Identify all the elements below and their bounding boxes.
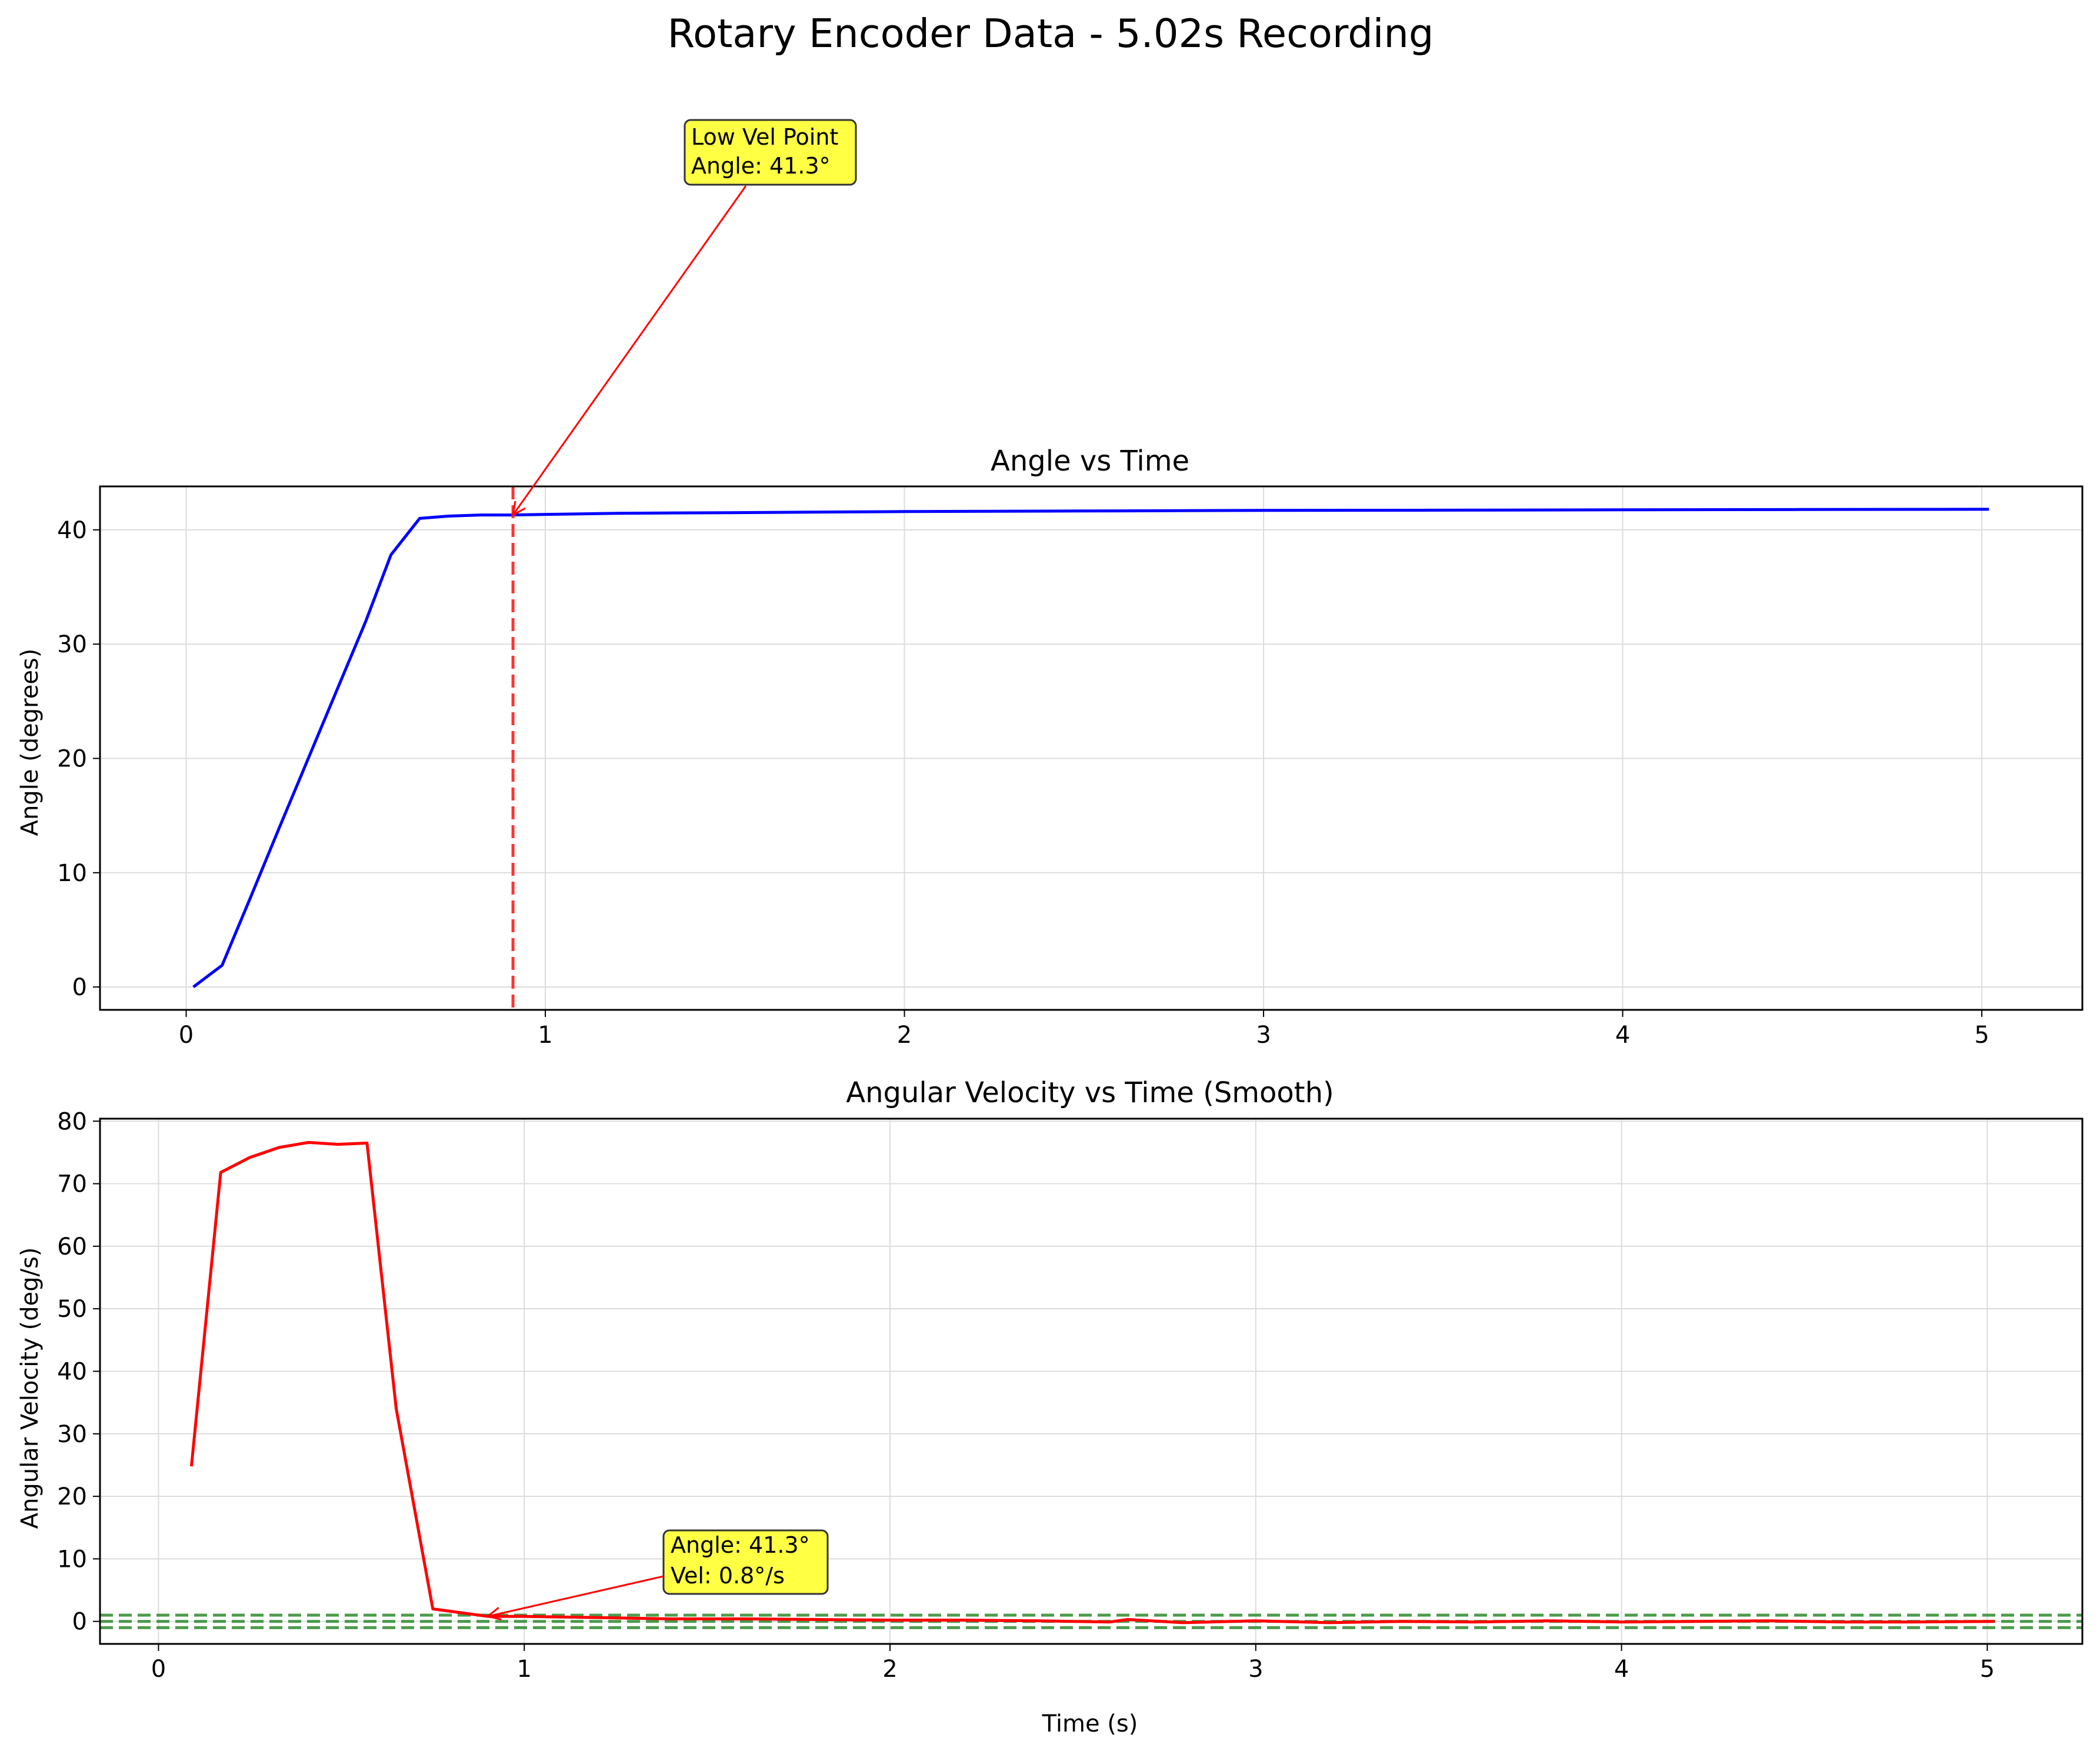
velocity-axes-title: Angular Velocity vs Time (Smooth) xyxy=(846,1076,1334,1109)
velocity-annotation-line-1: Angle: 41.3° xyxy=(671,1532,810,1558)
angle-annotation: Low Vel Point Angle: 41.3° xyxy=(512,119,857,517)
angle-axes: Angle vs Time Angle (degrees) 0 1 2 3 4 5 0 10 2… xyxy=(16,119,2084,1049)
angle-axes-ylabel: Angle (degrees) xyxy=(16,649,44,836)
velocity-annotation: Angle: 41.3° Vel: 0.8°/s xyxy=(485,1529,829,1621)
velocity-ytick-label: 20 xyxy=(57,1483,87,1510)
velocity-axes-xlabel: Time (s) xyxy=(1042,1710,1138,1737)
velocity-ytick-label: 60 xyxy=(57,1233,87,1260)
angle-annotation-line-1: Low Vel Point xyxy=(691,124,838,150)
angle-ticks: 0 1 2 3 4 5 0 10 20 30 40 xyxy=(57,517,1989,1049)
angle-xtick-label: 0 xyxy=(179,1022,194,1049)
angle-axes-frame xyxy=(99,485,2084,1011)
velocity-series-layer xyxy=(100,1140,2082,1629)
angle-ytick-label: 10 xyxy=(57,860,87,887)
angle-ytick-label: 30 xyxy=(57,631,87,658)
velocity-annotation-box xyxy=(662,1529,829,1595)
velocity-xtick-label: 5 xyxy=(1980,1656,1995,1683)
velocity-annotation-arrow xyxy=(487,1575,664,1617)
angle-series-layer xyxy=(192,486,1989,1010)
velocity-ytick-label: 70 xyxy=(57,1171,87,1198)
velocity-xtick-label: 0 xyxy=(151,1656,166,1683)
velocity-xtick-label: 3 xyxy=(1248,1656,1263,1683)
velocity-axes-frame xyxy=(99,1117,2084,1645)
angle-xtick-label: 5 xyxy=(1974,1022,1989,1049)
velocity-ytick-label: 50 xyxy=(57,1296,87,1323)
angle-xtick-label: 1 xyxy=(538,1022,552,1049)
velocity-ytick-label: 0 xyxy=(72,1609,87,1636)
velocity-xtick-label: 2 xyxy=(882,1656,897,1683)
velocity-ytick-label: 30 xyxy=(57,1421,87,1448)
velocity-series-line xyxy=(189,1140,1995,1624)
angle-annotation-box xyxy=(684,119,857,186)
angle-ytick-label: 20 xyxy=(57,745,87,772)
angle-annotation-arrow xyxy=(512,185,747,516)
velocity-axes: Angular Velocity vs Time (Smooth) Time (… xyxy=(16,1076,2084,1737)
angle-grid xyxy=(100,486,2082,1010)
velocity-axes-ylabel: Angular Velocity (deg/s) xyxy=(16,1247,44,1529)
velocity-ytick-label: 10 xyxy=(57,1546,87,1573)
angle-axes-title: Angle vs Time xyxy=(991,445,1189,478)
angle-ytick-label: 40 xyxy=(57,517,87,544)
angle-xtick-label: 4 xyxy=(1615,1022,1630,1049)
angle-annotation-arrowhead xyxy=(512,501,526,517)
velocity-xtick-label: 1 xyxy=(517,1656,532,1683)
figure-suptitle: Rotary Encoder Data - 5.02s Recording xyxy=(668,11,1434,56)
angle-series-line xyxy=(192,508,1989,989)
angle-ytick-label: 0 xyxy=(72,974,87,1001)
velocity-ytick-label: 80 xyxy=(57,1108,87,1135)
velocity-ytick-label: 40 xyxy=(57,1358,87,1385)
angle-xtick-label: 3 xyxy=(1256,1022,1271,1049)
velocity-annotation-line-2: Vel: 0.8°/s xyxy=(671,1563,785,1589)
angle-annotation-line-2: Angle: 41.3° xyxy=(691,153,831,179)
velocity-grid xyxy=(100,1119,2082,1644)
velocity-xtick-label: 4 xyxy=(1614,1656,1629,1683)
angle-xtick-label: 2 xyxy=(897,1022,912,1049)
velocity-annotation-arrowhead xyxy=(485,1607,502,1621)
